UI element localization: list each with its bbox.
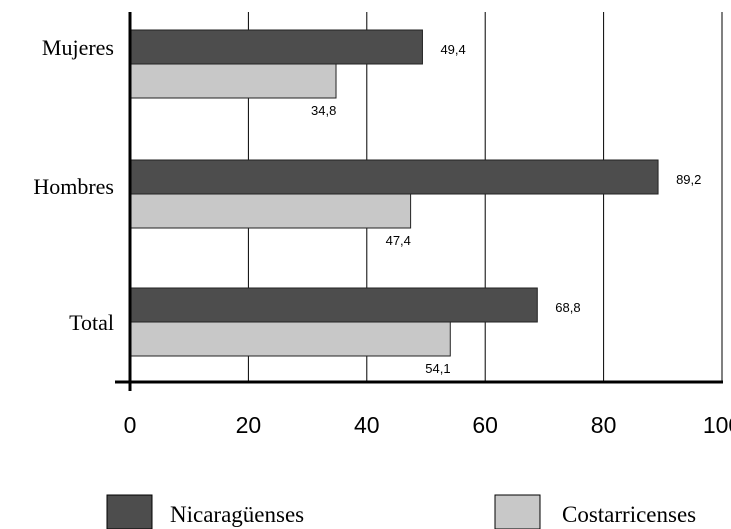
data-label: 54,1: [425, 361, 450, 376]
bar-nicaraguenses-hombres: [129, 159, 659, 195]
category-labels: Mujeres Hombres Total: [33, 35, 114, 335]
data-label: 89,2: [676, 172, 701, 187]
category-label-hombres: Hombres: [33, 174, 114, 199]
data-label: 34,8: [311, 103, 336, 118]
category-label-mujeres: Mujeres: [42, 35, 114, 60]
data-labels: 49,4 34,8 89,2 47,4 68,8 54,1: [311, 42, 701, 376]
x-tick-label: 60: [472, 412, 498, 438]
x-tick-label: 80: [591, 412, 617, 438]
legend-swatch-nicaraguenses: [106, 494, 153, 529]
x-tick-label: 40: [354, 412, 380, 438]
legend-label-costarricenses: Costarricenses: [562, 502, 696, 527]
category-label-total: Total: [69, 310, 114, 335]
bar-costarricenses-mujeres: [129, 63, 337, 99]
x-tick-label: 100: [703, 412, 731, 438]
data-label: 49,4: [440, 42, 465, 57]
x-tick-labels: 0 20 40 60 80 100: [124, 412, 731, 438]
bar-costarricenses-total: [129, 321, 451, 357]
x-tick-label: 20: [236, 412, 262, 438]
x-tick-label: 0: [124, 412, 137, 438]
bar-costarricenses-hombres: [129, 193, 412, 229]
data-label: 47,4: [386, 233, 411, 248]
data-label: 68,8: [555, 300, 580, 315]
legend-label-nicaraguenses: Nicaragüenses: [170, 502, 304, 527]
bar-nicaraguenses-total: [129, 287, 538, 323]
bar-nicaraguenses-mujeres: [129, 29, 423, 65]
legend-swatch-costarricenses: [494, 494, 541, 529]
legend: Nicaragüenses Costarricenses: [106, 494, 696, 529]
axes: [115, 12, 723, 391]
